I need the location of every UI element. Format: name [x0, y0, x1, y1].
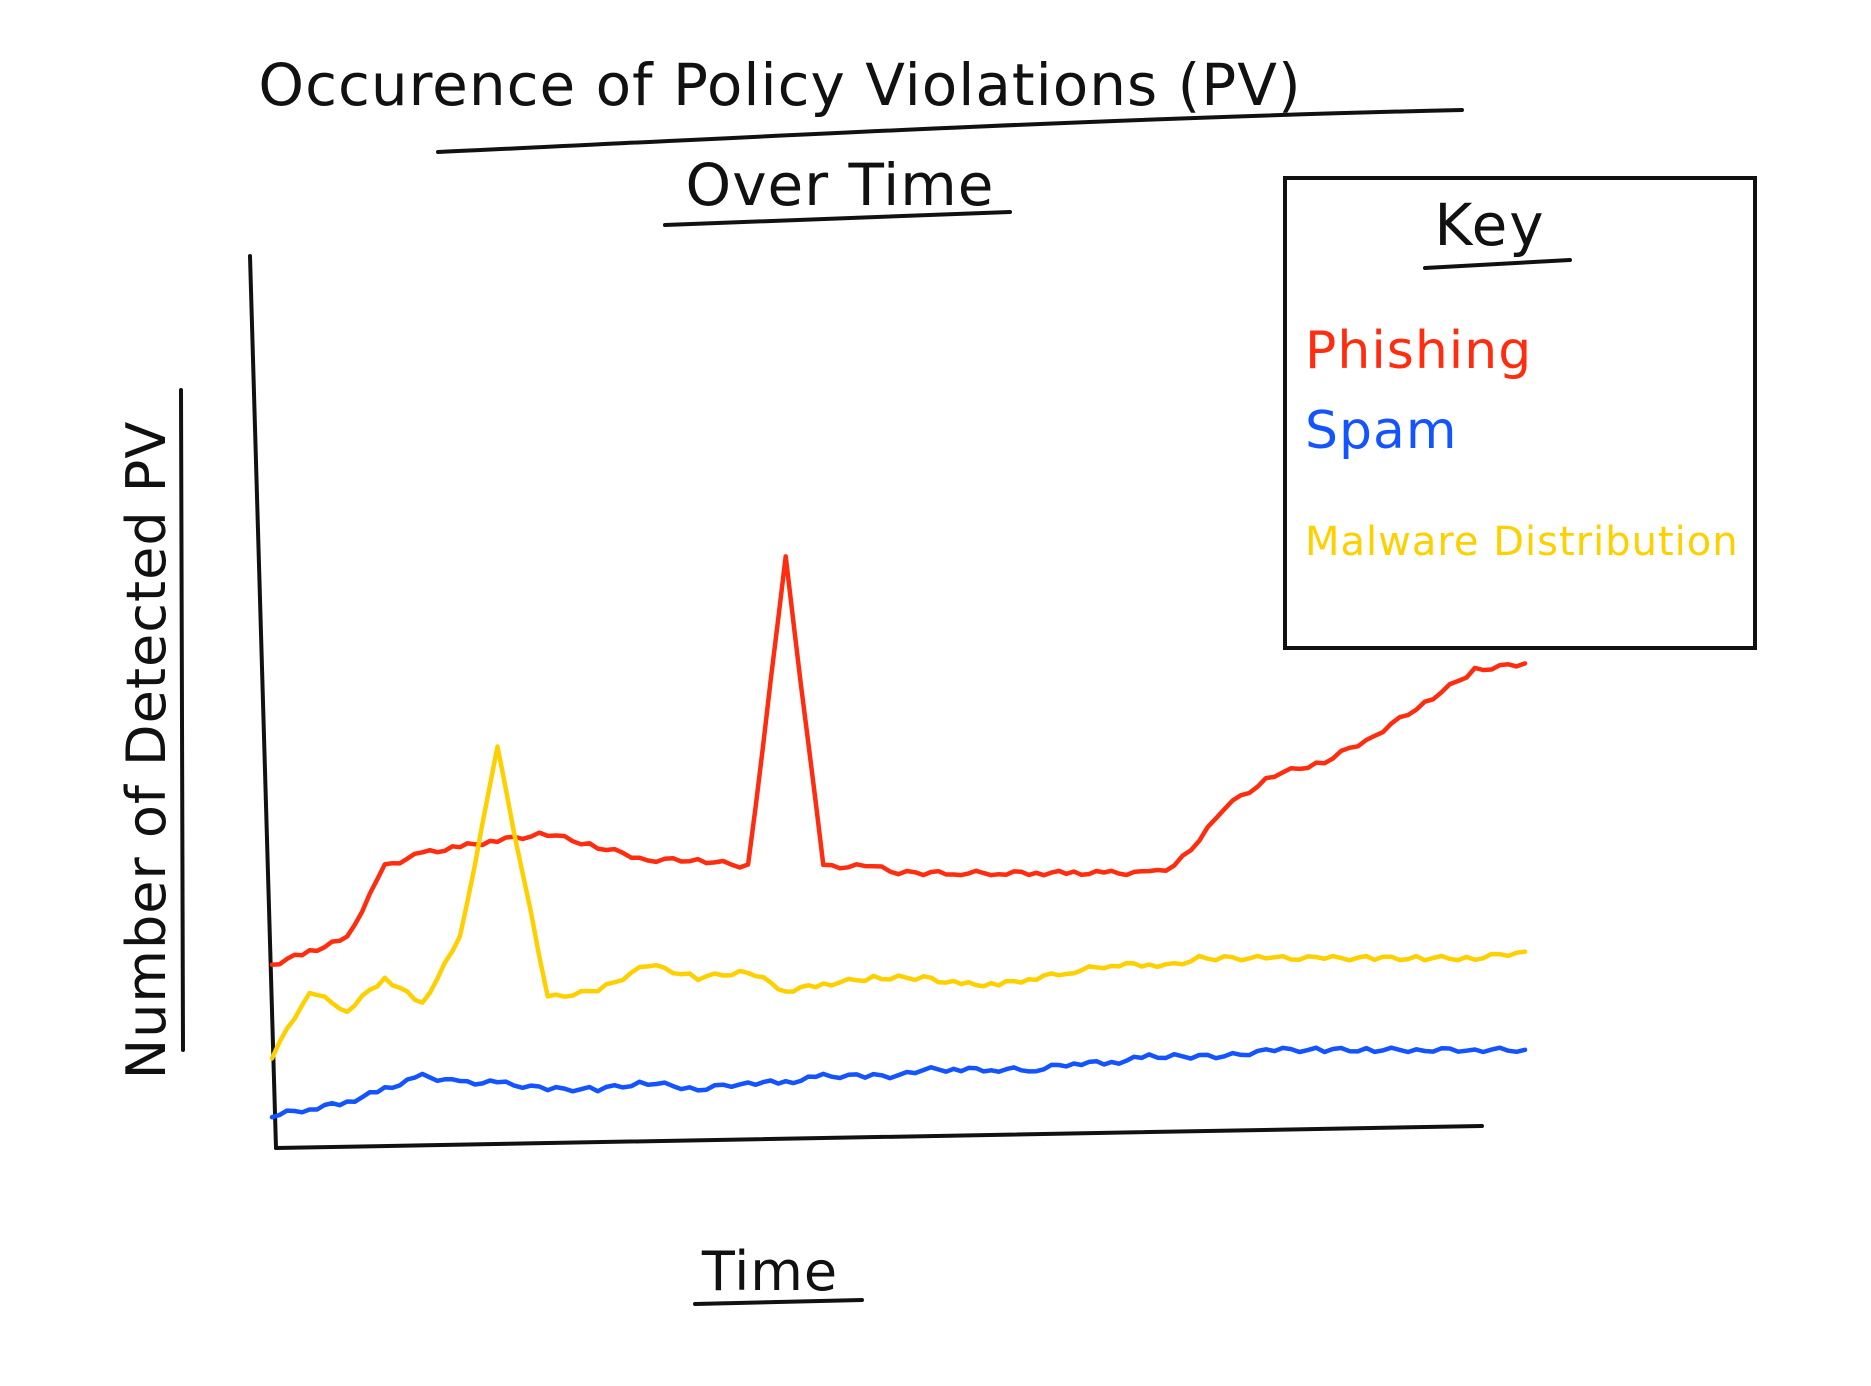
title-underline [436, 108, 1464, 154]
chart-title: Occurence of Policy Violations (PV) [258, 51, 1301, 119]
legend: Key Phishing Spam Malware Distribution [1283, 176, 1757, 650]
legend-title-underline [1423, 258, 1572, 270]
y-axis-label: Number of Detected PV [115, 421, 178, 1080]
series-line-phishing [269, 554, 1528, 967]
series-line-malware-distribution [269, 744, 1528, 1061]
x-axis-label-underline [693, 1298, 864, 1306]
chart-subtitle: Over Time [686, 151, 995, 219]
series-line-spam [269, 1045, 1528, 1120]
legend-entries: Phishing Spam Malware Distribution [1305, 321, 1739, 565]
series-group [269, 554, 1528, 1120]
x-axis-label: Time [701, 1240, 838, 1303]
legend-title: Key [1434, 191, 1545, 259]
x-axis-line [274, 1124, 1484, 1150]
subtitle-underline [663, 210, 1012, 227]
legend-label-malware-distribution: Malware Distribution [1305, 519, 1739, 565]
y-axis-line [248, 254, 278, 1150]
legend-frame [1283, 176, 1757, 650]
y-axis-label-underline [179, 388, 185, 1052]
legend-label-spam: Spam [1305, 401, 1458, 461]
legend-label-phishing: Phishing [1305, 321, 1532, 381]
